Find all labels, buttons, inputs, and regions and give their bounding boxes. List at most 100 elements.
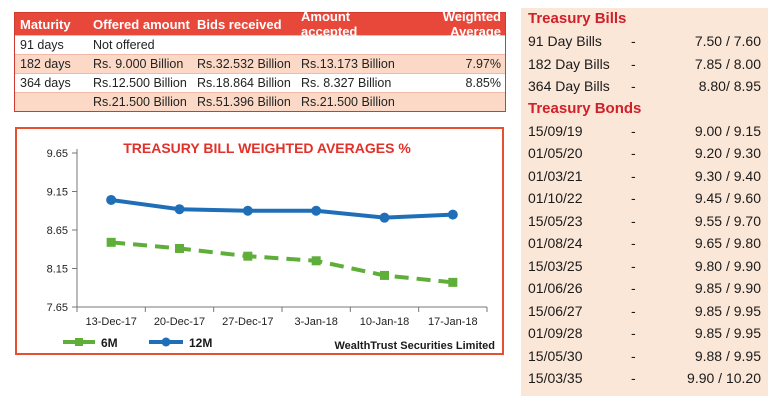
rate-name: 15/06/27 <box>528 302 583 319</box>
rate-value: 9.80 / 9.90 <box>694 257 761 274</box>
rate-row: 01/03/21 - 9.30 / 9.40 <box>521 165 768 188</box>
chart-source: WealthTrust Securities Limited <box>334 340 495 352</box>
y-tick-label: 9.65 <box>47 148 68 160</box>
auction-results-table: Maturity Offered amount Bids received Am… <box>14 9 506 112</box>
rate-row: 01/06/26 - 9.85 / 9.90 <box>521 277 768 300</box>
rate-row: 01/09/28 - 9.85 / 9.95 <box>521 322 768 345</box>
rate-name: 01/03/21 <box>528 167 583 184</box>
rate-separator: - <box>631 190 636 207</box>
treasury-bonds-list: 15/09/19 - 9.00 / 9.15 01/05/20 - 9.20 / 9.30… <box>521 120 768 390</box>
rate-value: 7.50 / 7.60 <box>694 33 761 50</box>
legend-6m-marker <box>75 338 83 346</box>
table-cell: 182 days <box>20 57 71 71</box>
point-12m <box>106 194 117 205</box>
point-6m <box>448 277 458 287</box>
rate-value: 8.80/ 8.95 <box>698 78 761 95</box>
table-header: Maturity Offered amount Bids received Am… <box>15 9 505 39</box>
x-tick-label: 27-Dec-17 <box>222 316 273 328</box>
rate-name: 01/08/24 <box>528 235 583 252</box>
y-axis: 9.65 9.15 8.65 8.15 7.65 <box>47 148 78 314</box>
rate-row: 15/03/25 - 9.80 / 9.90 <box>521 255 768 278</box>
treasury-bills-list: 91 Day Bills - 7.50 / 7.60 182 Day Bills - 7.… <box>521 30 768 98</box>
y-tick-label: 7.65 <box>47 302 68 314</box>
x-tick-label: 10-Jan-18 <box>360 316 410 328</box>
rate-row: 15/06/27 - 9.85 / 9.95 <box>521 300 768 323</box>
rate-name: 15/03/25 <box>528 257 583 274</box>
series-line-12m <box>110 197 453 220</box>
rate-row: 15/09/19 - 9.00 / 9.15 <box>521 120 768 143</box>
rate-name: 15/05/23 <box>528 212 583 229</box>
table-row: Rs.21.500 Billion Rs.51.396 Billion Rs.2… <box>15 92 505 111</box>
rate-separator: - <box>631 122 636 139</box>
rate-row: 01/05/20 - 9.20 / 9.30 <box>521 142 768 165</box>
series-group <box>106 194 458 287</box>
chart-svg: TREASURY BILL WEIGHTED AVERAGES % 9.659.… <box>47 140 495 352</box>
point-12m <box>174 204 185 215</box>
rate-name: 01/10/22 <box>528 190 583 207</box>
table-cell: Rs. 9.000 Billion <box>93 57 184 71</box>
point-12m <box>242 205 253 216</box>
rate-value: 9.45 / 9.60 <box>694 190 761 207</box>
point-12m <box>311 205 322 216</box>
table-cell: Rs.18.864 Billion <box>197 76 291 90</box>
rate-value: 9.65 / 9.80 <box>694 235 761 252</box>
rate-name: 15/03/35 <box>528 370 583 387</box>
rate-value: 9.30 / 9.40 <box>694 167 761 184</box>
rate-row: 01/08/24 - 9.65 / 9.80 <box>521 232 768 255</box>
header-amount-accepted: Amount accepted <box>301 9 358 39</box>
legend-12m-marker <box>161 337 171 347</box>
rate-separator: - <box>631 347 636 364</box>
rate-row: 01/10/22 - 9.45 / 9.60 <box>521 187 768 210</box>
table-cell: 7.97% <box>465 57 501 71</box>
table-cell: Rs.21.500 Billion <box>301 95 395 109</box>
point-6m <box>243 251 253 261</box>
rate-value: 9.55 / 9.70 <box>694 212 761 229</box>
x-axis: 13-Dec-17 20-Dec-17 27-Dec-17 3-Jan-18 10-Ja… <box>76 306 488 328</box>
x-tick-label: 20-Dec-17 <box>154 316 205 328</box>
x-tick-label: 17-Jan-18 <box>428 316 478 328</box>
table-row: 91 days Not offered <box>15 35 505 54</box>
series-line-6m <box>110 240 454 285</box>
rate-row: 182 Day Bills - 7.85 / 8.00 <box>521 53 768 76</box>
x-tick-label: 13-Dec-17 <box>85 316 136 328</box>
header-bids-received: Bids received <box>197 16 282 32</box>
table-cell: 91 days <box>20 38 64 52</box>
rate-row: 15/03/35 - 9.90 / 10.20 <box>521 367 768 390</box>
rate-name: 182 Day Bills <box>528 55 610 72</box>
table-cell: Rs.51.396 Billion <box>197 95 291 109</box>
point-6m <box>311 256 321 266</box>
rate-value: 9.85 / 9.95 <box>694 302 761 319</box>
point-6m <box>380 270 389 280</box>
rate-separator: - <box>631 78 636 95</box>
table-cell: Rs.13.173 Billion <box>301 57 395 71</box>
table-cell: Rs. 8.327 Billion <box>301 76 392 90</box>
rate-value: 9.88 / 9.95 <box>694 347 761 364</box>
rate-separator: - <box>631 257 636 274</box>
table-row: 182 days Rs. 9.000 Billion Rs.32.532 Bil… <box>15 54 505 73</box>
table-cell: Rs.21.500 Billion <box>93 95 187 109</box>
legend-6m-label: 6M <box>101 336 118 350</box>
rate-separator: - <box>631 302 636 319</box>
rate-separator: - <box>631 55 636 72</box>
rate-separator: - <box>631 33 636 50</box>
treasury-bills-heading: Treasury Bills <box>528 10 627 27</box>
rate-separator: - <box>631 235 636 252</box>
rate-value: 9.85 / 9.95 <box>694 325 761 342</box>
secondary-market-rates-panel: Treasury Bills 91 Day Bills - 7.50 / 7.60 1… <box>521 8 768 396</box>
rate-name: 01/05/20 <box>528 145 583 162</box>
table-cell: Rs.12.500 Billion <box>93 76 187 90</box>
x-tick-label: 3-Jan-18 <box>294 316 337 328</box>
rate-separator: - <box>631 370 636 387</box>
rate-name: 01/09/28 <box>528 325 583 342</box>
rate-row: 15/05/30 - 9.88 / 9.95 <box>521 345 768 368</box>
point-6m <box>106 237 116 247</box>
rate-value: 9.85 / 9.90 <box>694 280 761 297</box>
rate-value: 9.00 / 9.15 <box>694 122 761 139</box>
rate-name: 364 Day Bills <box>528 78 610 95</box>
rate-name: 15/05/30 <box>528 347 583 364</box>
treasury-bonds-heading: Treasury Bonds <box>528 99 642 117</box>
rate-separator: - <box>631 145 636 162</box>
rate-name: 15/09/19 <box>528 122 583 139</box>
rate-row: 364 Day Bills - 8.80/ 8.95 <box>521 75 768 98</box>
rate-value: 9.90 / 10.20 <box>687 370 761 387</box>
